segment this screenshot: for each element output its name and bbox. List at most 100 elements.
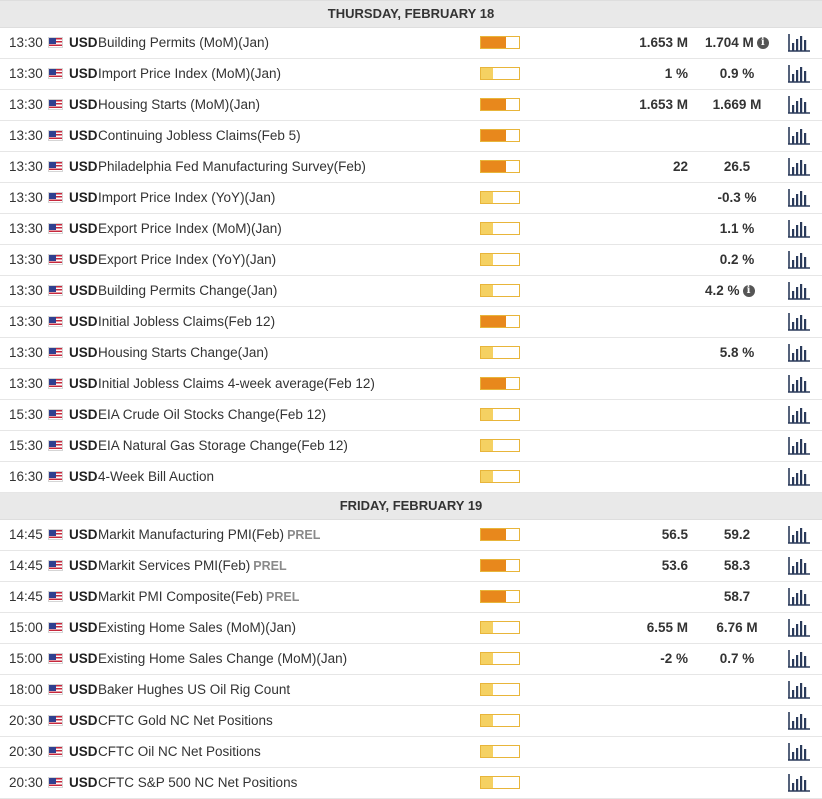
info-icon[interactable]: i xyxy=(756,37,769,50)
event-time: 18:00 xyxy=(9,682,43,697)
event-name[interactable]: Baker Hughes US Oil Rig Count xyxy=(98,675,290,705)
event-time: 13:30 xyxy=(9,35,43,50)
chart-icon[interactable] xyxy=(787,405,811,425)
event-name[interactable]: Building Permits (MoM)(Jan) xyxy=(98,28,269,58)
event-name[interactable]: Initial Jobless Claims 4-week average(Fe… xyxy=(98,369,375,399)
event-time: 15:30 xyxy=(9,438,43,453)
event-row[interactable]: 13:30 USD Housing Starts (MoM)(Jan) 1.65… xyxy=(0,90,822,121)
chart-icon[interactable] xyxy=(787,773,811,793)
event-name[interactable]: Markit Manufacturing PMI(Feb) PREL xyxy=(98,520,320,550)
chart-icon[interactable] xyxy=(787,312,811,332)
chart-icon[interactable] xyxy=(787,525,811,545)
event-row[interactable]: 13:30 USD Import Price Index (YoY)(Jan) … xyxy=(0,183,822,214)
chart-icon[interactable] xyxy=(787,219,811,239)
event-row[interactable]: 20:30 USD CFTC Oil NC Net Positions xyxy=(0,737,822,768)
chart-icon[interactable] xyxy=(787,33,811,53)
chart-icon[interactable] xyxy=(787,126,811,146)
event-name[interactable]: Housing Starts (MoM)(Jan) xyxy=(98,90,260,120)
chart-icon[interactable] xyxy=(787,742,811,762)
event-row[interactable]: 13:30 USD Continuing Jobless Claims(Feb … xyxy=(0,121,822,152)
event-name[interactable]: CFTC Gold NC Net Positions xyxy=(98,706,273,736)
consensus-text: -0.3 % xyxy=(717,190,757,205)
chart-icon[interactable] xyxy=(787,649,811,669)
consensus-text: 0.7 % xyxy=(719,651,755,666)
event-row[interactable]: 16:30 USD 4-Week Bill Auction xyxy=(0,462,822,493)
chart-icon[interactable] xyxy=(787,374,811,394)
event-time: 13:30 xyxy=(9,252,43,267)
event-currency: USD xyxy=(69,66,98,81)
event-name[interactable]: Philadelphia Fed Manufacturing Survey(Fe… xyxy=(98,152,366,182)
impact-indicator xyxy=(480,408,520,421)
chart-icon[interactable] xyxy=(787,157,811,177)
chart-icon[interactable] xyxy=(787,711,811,731)
chart-icon[interactable] xyxy=(787,95,811,115)
chart-icon[interactable] xyxy=(787,556,811,576)
event-row[interactable]: 14:45 USD Markit Manufacturing PMI(Feb) P… xyxy=(0,520,822,551)
chart-icon[interactable] xyxy=(787,250,811,270)
us-flag-icon xyxy=(48,440,63,451)
event-row[interactable]: 18:00 USD Baker Hughes US Oil Rig Count xyxy=(0,675,822,706)
event-row[interactable]: 20:30 USD CFTC S&P 500 NC Net Positions xyxy=(0,768,822,799)
event-name-text: CFTC Oil NC Net Positions xyxy=(98,744,261,759)
event-row[interactable]: 15:00 USD Existing Home Sales (MoM)(Jan)… xyxy=(0,613,822,644)
event-name[interactable]: CFTC Oil NC Net Positions xyxy=(98,737,261,767)
event-name[interactable]: Initial Jobless Claims(Feb 12) xyxy=(98,307,275,337)
info-icon[interactable]: i xyxy=(742,285,755,298)
impact-fill xyxy=(481,99,506,110)
impact-fill xyxy=(481,622,493,633)
event-row[interactable]: 13:30 USD Initial Jobless Claims(Feb 12) xyxy=(0,307,822,338)
chart-icon[interactable] xyxy=(787,467,811,487)
event-row[interactable]: 13:30 USD Initial Jobless Claims 4-week … xyxy=(0,369,822,400)
impact-indicator xyxy=(480,470,520,483)
event-name[interactable]: Markit Services PMI(Feb) PREL xyxy=(98,551,287,581)
impact-fill xyxy=(481,378,506,389)
event-name[interactable]: EIA Natural Gas Storage Change(Feb 12) xyxy=(98,431,348,461)
chart-icon[interactable] xyxy=(787,587,811,607)
chart-icon[interactable] xyxy=(787,680,811,700)
event-name-text: Markit PMI Composite(Feb) xyxy=(98,589,264,604)
chart-icon[interactable] xyxy=(787,188,811,208)
event-name[interactable]: Export Price Index (MoM)(Jan) xyxy=(98,214,282,244)
event-currency: USD xyxy=(69,283,98,298)
chart-icon[interactable] xyxy=(787,436,811,456)
chart-icon[interactable] xyxy=(787,343,811,363)
event-row[interactable]: 13:30 USD Building Permits (MoM)(Jan) 1.… xyxy=(0,28,822,59)
event-row[interactable]: 13:30 USD Philadelphia Fed Manufacturing… xyxy=(0,152,822,183)
consensus-value: 5.8 % xyxy=(697,338,777,368)
event-row[interactable]: 15:00 USD Existing Home Sales Change (Mo… xyxy=(0,644,822,675)
event-name-text: Baker Hughes US Oil Rig Count xyxy=(98,682,291,697)
event-currency: USD xyxy=(69,128,98,143)
event-name[interactable]: Markit PMI Composite(Feb) PREL xyxy=(98,582,299,612)
event-name[interactable]: Building Permits Change(Jan) xyxy=(98,276,277,306)
event-row[interactable]: 13:30 USD Housing Starts Change(Jan) 5.8… xyxy=(0,338,822,369)
event-row[interactable]: 13:30 USD Building Permits Change(Jan) 4… xyxy=(0,276,822,307)
event-row[interactable]: 15:30 USD EIA Crude Oil Stocks Change(Fe… xyxy=(0,400,822,431)
us-flag-icon xyxy=(48,161,63,172)
chart-icon[interactable] xyxy=(787,618,811,638)
chart-icon[interactable] xyxy=(787,64,811,84)
consensus-value xyxy=(697,307,777,337)
event-name[interactable]: Existing Home Sales (MoM)(Jan) xyxy=(98,613,296,643)
event-name[interactable]: Export Price Index (YoY)(Jan) xyxy=(98,245,276,275)
event-name[interactable]: Existing Home Sales Change (MoM)(Jan) xyxy=(98,644,347,674)
consensus-value xyxy=(697,369,777,399)
event-row[interactable]: 13:30 USD Import Price Index (MoM)(Jan) … xyxy=(0,59,822,90)
event-row[interactable]: 14:45 USD Markit PMI Composite(Feb) PREL … xyxy=(0,582,822,613)
chart-icon[interactable] xyxy=(787,281,811,301)
event-row[interactable]: 15:30 USD EIA Natural Gas Storage Change… xyxy=(0,431,822,462)
event-name[interactable]: Housing Starts Change(Jan) xyxy=(98,338,268,368)
event-name[interactable]: 4-Week Bill Auction xyxy=(98,462,214,492)
event-currency: USD xyxy=(69,35,98,50)
actual-value: 1 % xyxy=(664,66,688,81)
event-row[interactable]: 20:30 USD CFTC Gold NC Net Positions xyxy=(0,706,822,737)
event-row[interactable]: 14:45 USD Markit Services PMI(Feb) PREL 5… xyxy=(0,551,822,582)
impact-indicator xyxy=(480,559,520,572)
event-name[interactable]: Import Price Index (YoY)(Jan) xyxy=(98,183,275,213)
event-row[interactable]: 13:30 USD Export Price Index (YoY)(Jan) … xyxy=(0,245,822,276)
event-name[interactable]: Import Price Index (MoM)(Jan) xyxy=(98,59,281,89)
event-name[interactable]: Continuing Jobless Claims(Feb 5) xyxy=(98,121,301,151)
event-name[interactable]: EIA Crude Oil Stocks Change(Feb 12) xyxy=(98,400,326,430)
impact-indicator xyxy=(480,377,520,390)
event-name[interactable]: CFTC S&P 500 NC Net Positions xyxy=(98,768,297,798)
event-row[interactable]: 13:30 USD Export Price Index (MoM)(Jan) … xyxy=(0,214,822,245)
